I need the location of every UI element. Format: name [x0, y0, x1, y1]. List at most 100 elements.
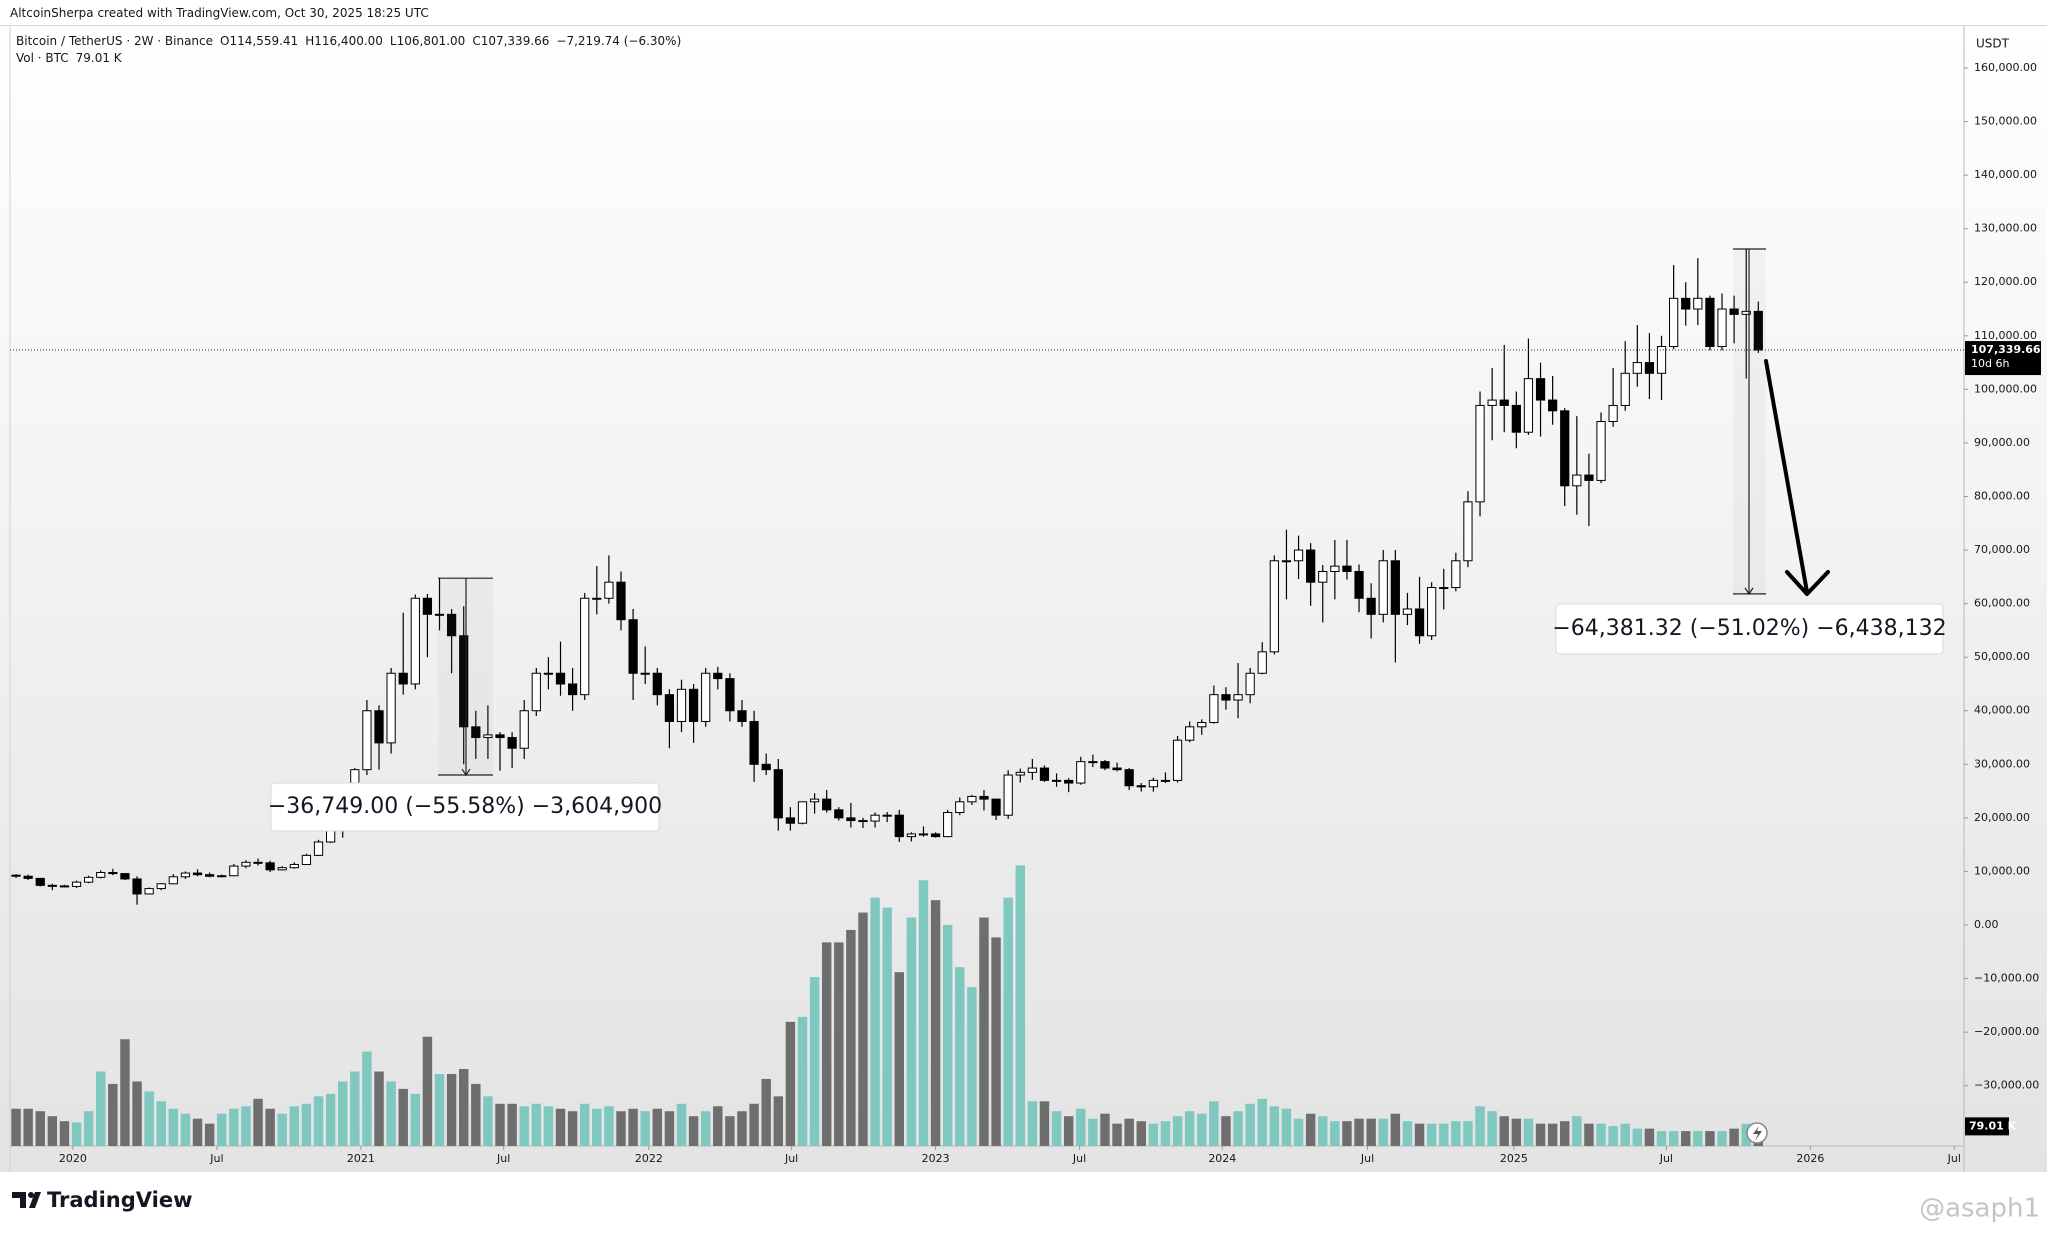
candle-body	[108, 872, 118, 875]
x-tick-label: Jul	[496, 1152, 510, 1165]
candle-body	[967, 795, 977, 803]
x-tick-label: Jul	[1659, 1152, 1673, 1165]
volume-bar	[870, 897, 880, 1146]
volume-bar	[1245, 1103, 1255, 1146]
volume-bar	[906, 917, 917, 1146]
candle-body	[773, 769, 783, 819]
volume-bar	[229, 1108, 239, 1146]
volume-bar	[894, 972, 905, 1146]
candle-body	[906, 833, 916, 838]
volume-bar	[1354, 1118, 1364, 1146]
volume-bar	[967, 987, 977, 1146]
tv-logo-text: TradingView	[47, 1188, 192, 1212]
x-tick-label: Jul	[1947, 1152, 1961, 1165]
candle-body	[192, 872, 203, 876]
measure-label-box	[270, 782, 660, 832]
candle-body	[23, 875, 33, 879]
volume-bar	[1100, 1113, 1110, 1146]
x-tick-label: 2020	[59, 1152, 87, 1165]
candle-body	[1342, 565, 1352, 572]
arrow-shaft	[1764, 359, 1809, 594]
volume-bar	[616, 1111, 626, 1146]
candle-body	[132, 878, 142, 895]
candle-body	[1245, 672, 1255, 696]
candle-body	[1705, 297, 1715, 348]
candle-body	[870, 814, 880, 822]
candle-body	[1015, 771, 1025, 776]
candle-body	[761, 763, 771, 771]
volume-bar	[277, 1113, 287, 1146]
volume-bar	[1572, 1116, 1582, 1146]
x-tick-label: Jul	[1072, 1152, 1086, 1165]
volume-pane	[11, 865, 1764, 1146]
volume-bar	[1112, 1123, 1122, 1146]
candle-body	[71, 881, 82, 887]
x-tick-label: 2021	[347, 1152, 375, 1165]
candle-body	[1378, 560, 1388, 615]
volume-bar	[761, 1078, 771, 1146]
candle-body	[1148, 779, 1158, 788]
volume-bar	[1318, 1116, 1328, 1146]
candle-body	[1535, 378, 1546, 401]
volume-bar	[23, 1108, 33, 1146]
candle-body	[1160, 779, 1171, 782]
candle-body	[301, 854, 312, 865]
y-tick-label: 140,000.00	[1974, 168, 2037, 181]
volume-bar	[1124, 1118, 1134, 1146]
volume-bar	[640, 1111, 650, 1146]
volume-bar	[313, 1096, 324, 1146]
volume-bar	[918, 880, 929, 1146]
candles	[11, 249, 1763, 905]
volume-bar	[1221, 1116, 1231, 1146]
candle-body	[289, 863, 299, 869]
candle-body	[180, 872, 191, 878]
candle-body	[471, 726, 481, 739]
candle-body	[1172, 739, 1183, 781]
candle-body	[640, 672, 650, 675]
volume-bar	[1596, 1123, 1606, 1146]
candle-body	[1753, 310, 1763, 351]
candle-body	[1656, 346, 1667, 374]
candle-body	[265, 862, 275, 871]
candle-body	[1620, 372, 1630, 406]
symbol-legend: Bitcoin / TetherUS · 2W · Binance O114,55…	[16, 33, 688, 67]
volume-bar	[446, 1073, 457, 1146]
volume-legend-value: 79.01 K	[75, 51, 122, 65]
volume-bar	[1475, 1106, 1485, 1146]
candle-body	[1185, 726, 1195, 741]
volume-bar	[1644, 1128, 1655, 1146]
candle-body	[483, 734, 493, 739]
volume-bar	[519, 1106, 529, 1146]
candle-body	[1729, 308, 1739, 315]
tv-logo-dot	[28, 1192, 34, 1198]
volume-bar	[1499, 1116, 1509, 1146]
volume-bar	[543, 1106, 554, 1146]
volume-bar	[713, 1106, 723, 1146]
candle-body	[35, 877, 45, 886]
volume-bar	[47, 1116, 58, 1146]
volume-bar	[1330, 1121, 1340, 1146]
candle-body	[447, 613, 457, 637]
volume-bar	[1027, 1101, 1038, 1146]
volume-bar	[821, 942, 832, 1146]
candle-body	[229, 865, 239, 877]
candle-body	[1281, 560, 1292, 563]
volume-bar	[1003, 897, 1013, 1146]
candle-body	[1644, 362, 1655, 374]
volume-bar	[120, 1039, 130, 1146]
x-tick-label: 2025	[1500, 1152, 1528, 1165]
volume-bar	[1088, 1118, 1098, 1146]
volume-bar	[1523, 1118, 1534, 1146]
volume-bar	[495, 1103, 505, 1146]
candle-body	[1366, 597, 1376, 615]
volume-bar	[1063, 1116, 1074, 1146]
candle-body	[918, 833, 929, 836]
candle-body	[1572, 474, 1582, 487]
candle-body	[241, 861, 251, 867]
lightning-glyph	[1753, 1126, 1762, 1141]
volume-bar	[96, 1071, 106, 1146]
candle-body	[713, 672, 723, 680]
volume-bar	[1560, 1121, 1570, 1146]
volume-bar	[797, 1016, 808, 1146]
